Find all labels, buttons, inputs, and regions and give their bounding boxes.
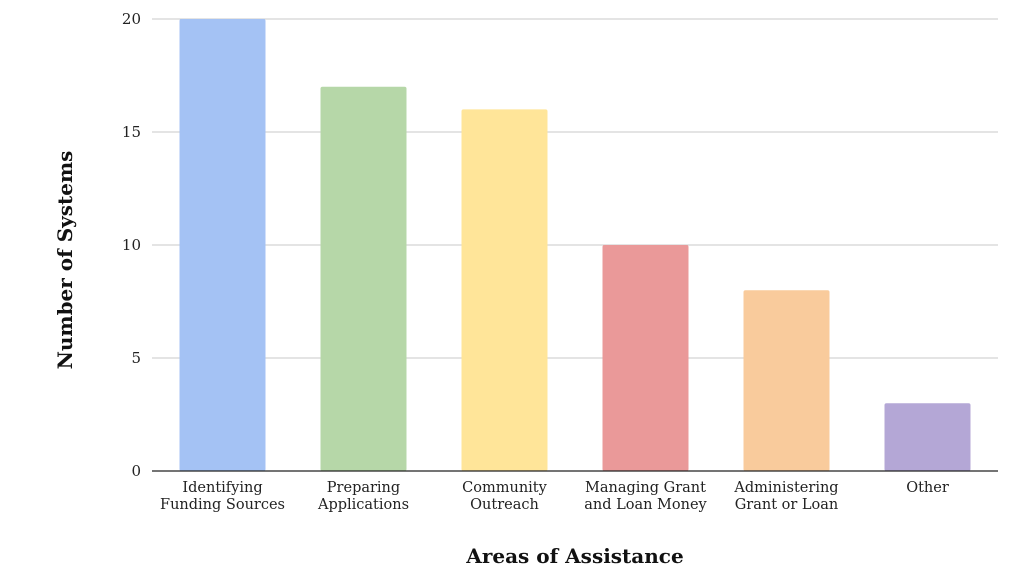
x-category-label: Preparing <box>327 480 400 496</box>
x-category-label: Grant or Loan <box>735 497 839 513</box>
bar-4 <box>743 290 830 471</box>
bars <box>179 19 971 472</box>
x-category-label: and Loan Money <box>584 497 707 513</box>
x-axis-title: Areas of Assistance <box>465 544 683 568</box>
x-category-label: Administering <box>733 480 838 496</box>
x-category-label: Identifying <box>182 480 262 496</box>
bar-3 <box>602 245 689 471</box>
x-category-label: Other <box>906 480 949 496</box>
y-tick-labels: 0 5 10 15 20 <box>122 10 141 480</box>
x-category-label: Applications <box>317 497 409 513</box>
y-tick-label: 0 <box>131 462 141 480</box>
bar-2 <box>461 109 548 472</box>
x-category-label: Outreach <box>470 497 539 513</box>
y-axis-title: Number of Systems <box>53 151 77 370</box>
x-category-label: Managing Grant <box>585 480 706 496</box>
x-category-label: Community <box>462 480 547 496</box>
y-tick-label: 20 <box>122 10 141 28</box>
bar-1 <box>320 86 407 472</box>
bar-5 <box>884 403 971 471</box>
gridlines <box>152 18 998 359</box>
y-tick-label: 15 <box>122 123 141 141</box>
bar-0 <box>179 19 266 471</box>
x-category-label: Funding Sources <box>160 497 285 513</box>
y-tick-label: 10 <box>122 236 141 254</box>
y-tick-label: 5 <box>131 349 141 367</box>
